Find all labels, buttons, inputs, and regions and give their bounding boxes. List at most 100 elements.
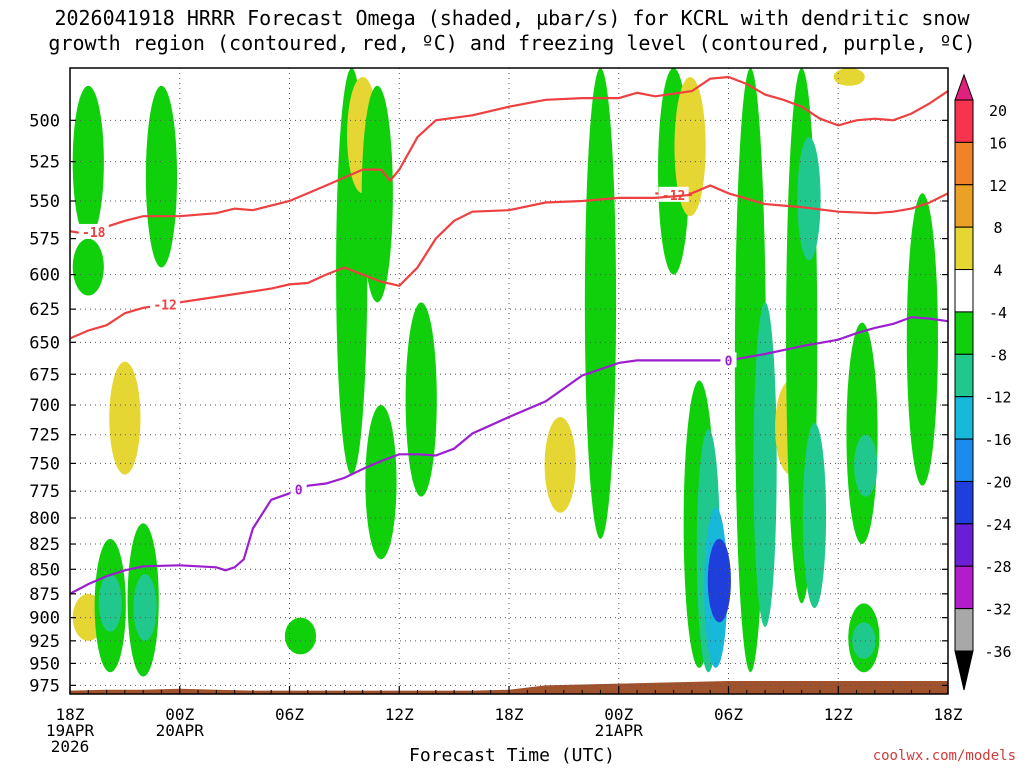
colorbar-label: 8: [993, 219, 1002, 237]
omega-cell: [405, 302, 437, 497]
x-tick-label: 21APR: [595, 721, 644, 740]
chart-title: 2026041918 HRRR Forecast Omega (shaded, …: [0, 6, 1024, 56]
x-tick-label: 2026: [51, 737, 90, 756]
y-tick-label: 575: [29, 230, 60, 250]
dgz-contour: [70, 75, 948, 236]
dgz-label-text: -18: [82, 226, 106, 241]
omega-cell: [846, 322, 878, 545]
colorbar-label: -20: [984, 473, 1011, 491]
x-tick-label: 12Z: [824, 705, 853, 724]
y-tick-label: 925: [29, 632, 60, 652]
omega-cell: [365, 405, 397, 560]
y-tick-label: 525: [29, 153, 60, 173]
dgz-contour-label: -12: [150, 296, 181, 314]
colorbar: 20 16 12 8 4 -4 -8 -12 -16 -20 -24 -28 -32 -36: [954, 73, 1012, 691]
colorbar-label: 4: [993, 262, 1002, 280]
omega-cell: [852, 622, 876, 659]
omega-cell: [797, 137, 821, 261]
dgz-contour: [655, 184, 948, 215]
y-tick-label: 700: [29, 396, 60, 416]
colorbar-label: -28: [984, 558, 1011, 576]
colorbar-segment: [954, 438, 974, 482]
y-tick-label: 975: [29, 676, 60, 696]
x-tick-label: 00Z: [604, 705, 633, 724]
y-axis: 500 525 550 575 600 625 650 675 700 725 750 775 800 8…: [29, 111, 948, 696]
x-tick-label: 06Z: [714, 705, 743, 724]
omega-cell: [361, 85, 393, 303]
colorbar-label: 20: [989, 102, 1007, 120]
y-tick-label: 775: [29, 482, 60, 502]
colorbar-label: -4: [989, 304, 1007, 322]
omega-cell: [145, 85, 178, 268]
omega-cell: [544, 417, 576, 513]
omega-cell: [72, 238, 104, 296]
colorbar-bottom-arrow: [954, 650, 974, 691]
freezing-contour-label: 0: [720, 352, 737, 369]
freezing-contour-label: 0: [290, 481, 307, 498]
colorbar-label: -24: [984, 516, 1011, 534]
omega-cell: [833, 68, 865, 86]
omega-cell: [802, 422, 827, 609]
y-tick-label: 725: [29, 426, 60, 446]
omega-cell: [109, 361, 141, 475]
y-tick-label: 950: [29, 654, 60, 674]
omega-cell: [584, 68, 617, 539]
y-tick-label: 875: [29, 585, 60, 605]
colorbar-segment: [954, 141, 974, 186]
x-tick-label: 18Z: [495, 705, 524, 724]
dgz-contour-label: -18: [78, 223, 109, 241]
omega-cell: [707, 538, 731, 623]
omega-cell: [72, 85, 104, 239]
colorbar-segment: [954, 226, 974, 271]
y-tick-label: 825: [29, 535, 60, 555]
y-tick-label: 675: [29, 365, 60, 385]
title-line-1: 2026041918 HRRR Forecast Omega (shaded, …: [54, 6, 970, 30]
x-tick-label: 19APR: [46, 721, 95, 740]
colorbar-segment: [954, 396, 974, 440]
y-tick-label: 550: [29, 192, 60, 212]
colorbar-segment: [954, 99, 974, 143]
x-tick-label: 00Z: [165, 705, 194, 724]
colorbar-label: -36: [984, 643, 1011, 661]
y-tick-label: 850: [29, 560, 60, 580]
x-axis-title: Forecast Time (UTC): [409, 745, 615, 766]
omega-cell: [98, 574, 122, 632]
colorbar-segment: [954, 311, 974, 355]
freezing-label-text: 0: [725, 354, 733, 369]
colorbar-segment: [954, 480, 974, 525]
x-tick-label: 12Z: [385, 705, 414, 724]
dgz-label-text: -12: [153, 299, 176, 314]
y-tick-label: 500: [29, 111, 60, 131]
colorbar-segment: [954, 269, 974, 313]
colorbar-label: -8: [989, 346, 1007, 364]
omega-cell: [284, 617, 317, 655]
colorbar-label: -12: [984, 389, 1011, 407]
omega-cell: [753, 302, 777, 627]
freezing-label-text: 0: [295, 483, 303, 498]
colorbar-label: -32: [984, 601, 1011, 619]
x-tick-label: 18Z: [56, 705, 85, 724]
y-tick-label: 750: [29, 454, 60, 474]
colorbar-label: 12: [989, 177, 1007, 195]
x-tick-label: 18Z: [934, 705, 963, 724]
title-line-2: growth region (contoured, red, ºC) and f…: [48, 31, 976, 55]
colorbar-segment: [954, 184, 974, 228]
colorbar-segment: [954, 353, 974, 398]
x-tick-label: 20APR: [156, 721, 205, 740]
omega-cell: [133, 574, 157, 641]
colorbar-top-arrow: [954, 73, 974, 101]
colorbar-segment: [954, 523, 974, 567]
y-tick-label: 600: [29, 266, 60, 286]
colorbar-segment: [954, 565, 974, 610]
omega-cell: [906, 193, 938, 486]
freezing-contour: [70, 316, 948, 595]
colorbar-label: 16: [989, 134, 1007, 152]
y-tick-label: 650: [29, 333, 60, 353]
colorbar-label: -16: [984, 431, 1011, 449]
y-tick-label: 625: [29, 300, 60, 320]
credit-text: coolwx.com/models: [872, 748, 1016, 764]
omega-cell: [674, 76, 706, 217]
y-tick-label: 900: [29, 609, 60, 629]
